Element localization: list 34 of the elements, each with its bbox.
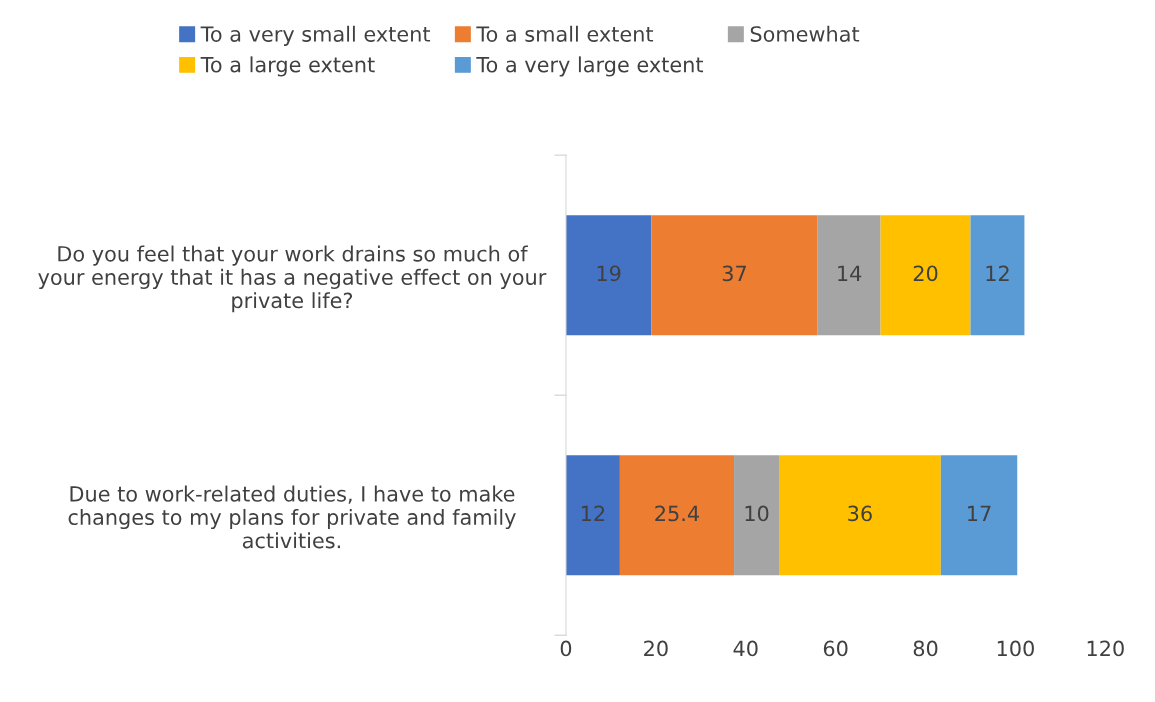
bar bbox=[565, 455, 620, 576]
data-label: 10 bbox=[745, 505, 769, 522]
x-tick-label: 20 bbox=[644, 640, 668, 657]
data-label: 14 bbox=[838, 265, 862, 281]
bar bbox=[619, 455, 735, 576]
bar bbox=[734, 455, 780, 576]
data-label: 12 bbox=[986, 265, 1009, 281]
bar bbox=[940, 455, 1018, 576]
bar bbox=[779, 455, 941, 576]
bar bbox=[817, 215, 881, 336]
data-label: 19 bbox=[597, 265, 621, 282]
x-tick-label: 60 bbox=[823, 640, 848, 657]
data-label: 17 bbox=[968, 505, 991, 522]
x-tick-label: 80 bbox=[913, 640, 938, 657]
legend-label: To a very large extent bbox=[476, 56, 704, 77]
x-tick-label: 100 bbox=[997, 640, 1034, 657]
data-label: 12 bbox=[581, 505, 605, 522]
legend-label: To a large extent bbox=[200, 56, 375, 77]
data-label: 37 bbox=[722, 265, 746, 282]
bar bbox=[880, 215, 971, 336]
data-label: 20 bbox=[913, 265, 938, 282]
x-tick-label: 120 bbox=[1087, 640, 1124, 657]
x-tick-label: 0 bbox=[560, 640, 572, 657]
legend-label: To a small extent bbox=[476, 25, 654, 42]
legend-label: Somewhat bbox=[750, 25, 860, 42]
data-label: 25.4 bbox=[655, 505, 699, 522]
y-tick-label: Do you feel that your work drains so much of your energy that it has a negative effect on your private life? bbox=[38, 245, 547, 313]
legend-label: To a very small extent bbox=[200, 25, 431, 46]
data-label: 36 bbox=[848, 505, 872, 522]
bar bbox=[651, 215, 818, 336]
bar bbox=[565, 215, 652, 336]
x-tick-label: 40 bbox=[733, 640, 758, 657]
y-tick-label: Due to work-related duties, I have to make changes to my plans for private and family activities. bbox=[68, 485, 516, 549]
bar bbox=[970, 215, 1025, 336]
